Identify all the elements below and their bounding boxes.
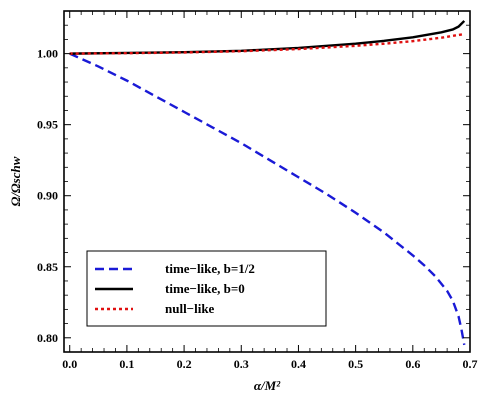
x-tick-label: 0.2 (177, 357, 192, 371)
x-tick-label: 0.5 (348, 357, 363, 371)
series-line-1 (69, 52, 466, 346)
x-tick-label: 0.0 (62, 357, 77, 371)
legend-label-3: null−like (165, 301, 215, 316)
legend-label-1: time−like, b=1/2 (165, 261, 255, 276)
x-tick-label: 0.6 (405, 357, 420, 371)
series-layer (69, 20, 466, 346)
x-tick-label: 0.4 (291, 357, 306, 371)
legend-label-2: time−like, b=0 (165, 281, 245, 296)
x-axis-title: α/M² (254, 378, 281, 393)
x-tick-label: 0.3 (234, 357, 249, 371)
y-tick-label: 1.00 (37, 47, 58, 61)
series-line-2 (69, 20, 466, 55)
ticks-layer: 0.0 0.1 0.2 0.3 0.4 0.5 0.6 0.7 0.80 0.85 0.90 0.95… (37, 10, 478, 371)
y-tick-label: 0.85 (37, 260, 58, 274)
y-tick-label: 0.80 (37, 331, 58, 345)
y-tick-label: 0.90 (37, 189, 58, 203)
legend: time−like, b=1/2 time−like, b=0 null−like (86, 250, 327, 327)
y-tick-label: 0.95 (37, 118, 58, 132)
y-axis-title: Ω/Ωschw (8, 156, 23, 206)
x-tick-label: 0.1 (119, 357, 134, 371)
x-tick-label: 0.7 (463, 357, 478, 371)
series-line-3 (69, 32, 465, 55)
